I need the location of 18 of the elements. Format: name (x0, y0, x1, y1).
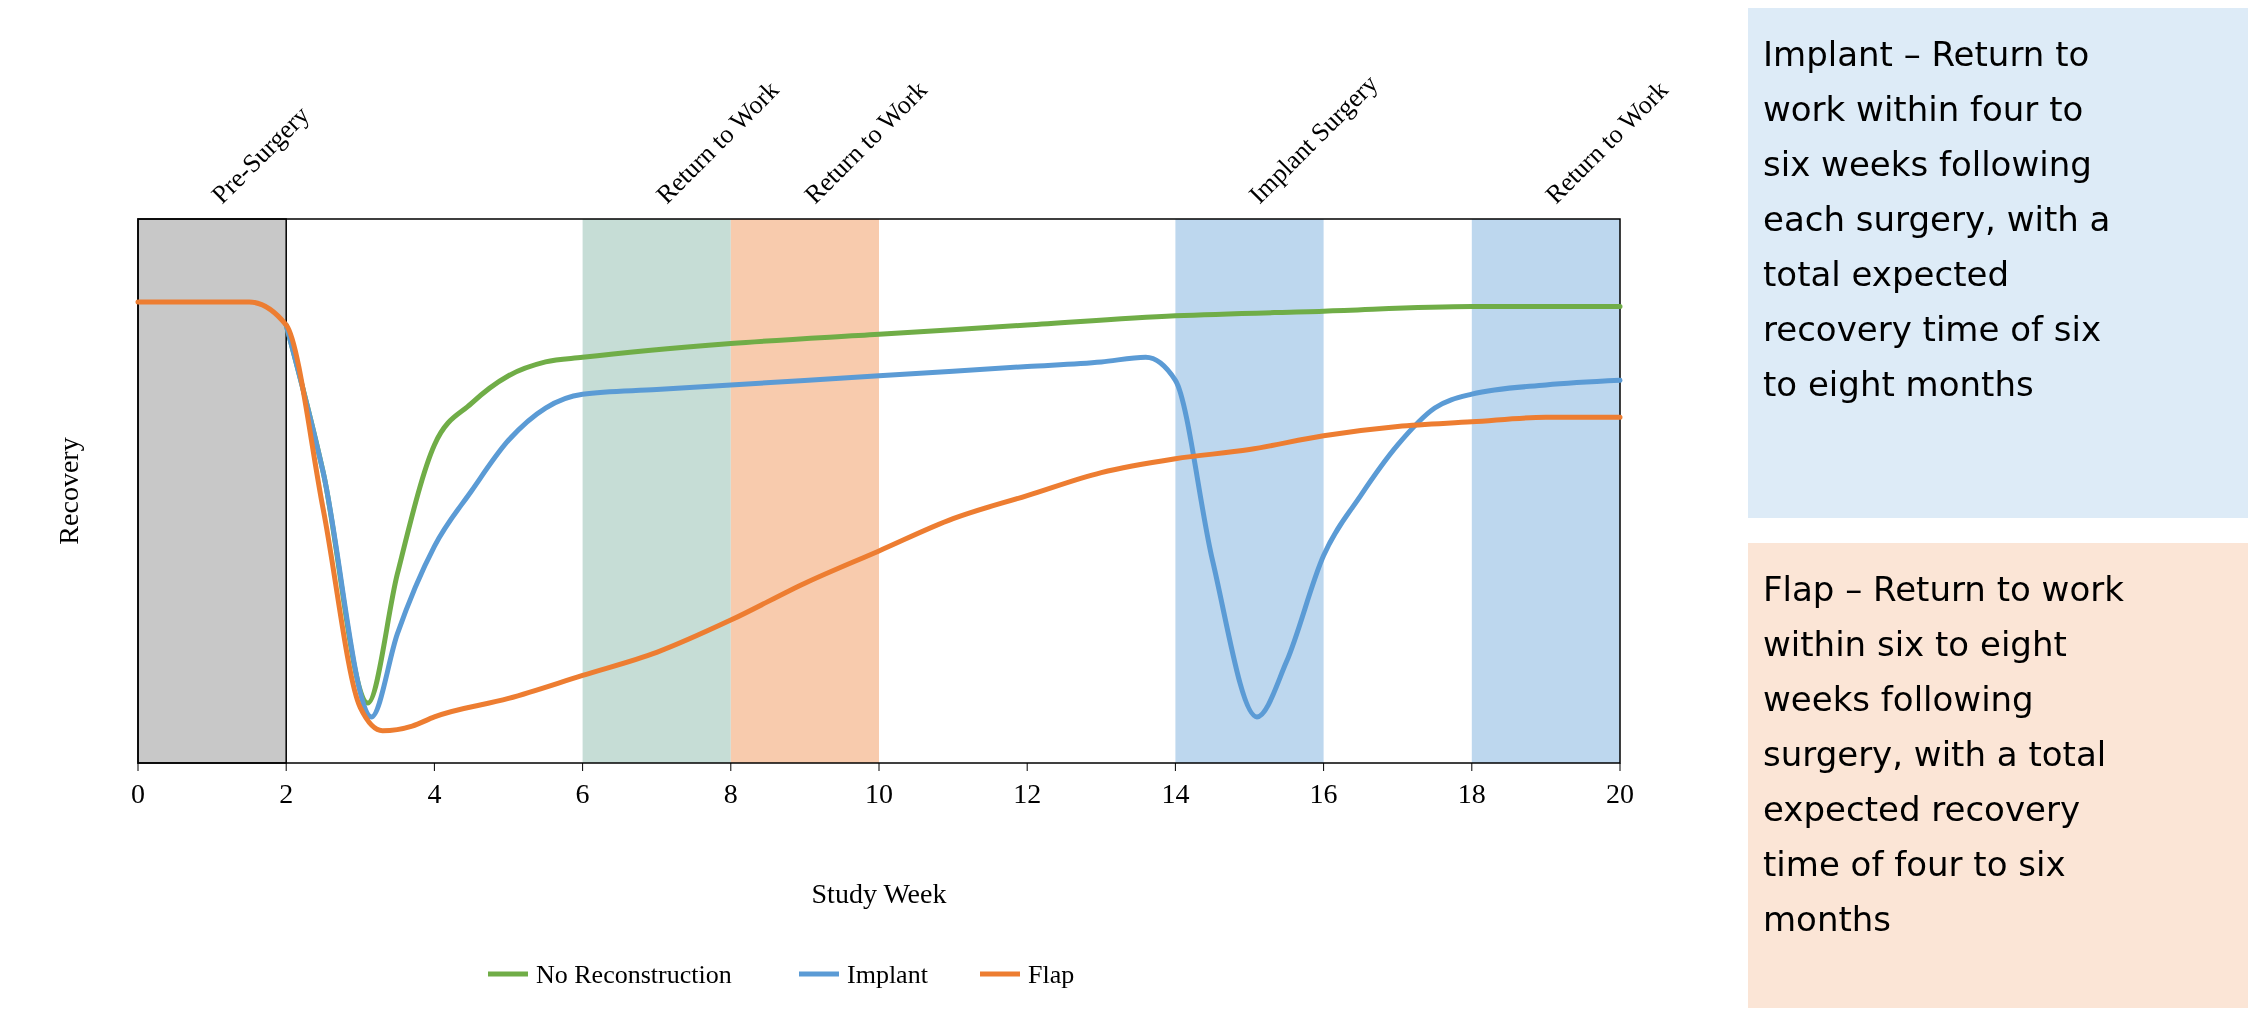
legend-label: Flap (1028, 960, 1075, 989)
x-tick-label: 6 (575, 778, 590, 809)
legend-label: No Reconstruction (536, 960, 732, 989)
text: Flap – Return to work within six to eight weeks following surgery, with a total expected recovery time of four to six months (1763, 569, 2125, 939)
x-axis-title: Study Week (811, 878, 947, 909)
x-tick-label: 14 (1161, 778, 1190, 809)
x-tick-label: 20 (1606, 778, 1634, 809)
y-axis-title: Recovery (53, 437, 84, 545)
x-tick-label: 0 (131, 778, 145, 809)
x-tick-label: 10 (865, 778, 893, 809)
text: Implant – Return to work within four to six weeks following each surgery, with a total expected recovery time of six to eight months (1763, 34, 2111, 404)
x-tick-label: 16 (1309, 778, 1338, 809)
x-tick-label: 18 (1457, 778, 1486, 809)
x-tick-label: 4 (427, 778, 442, 809)
x-tick-label: 8 (723, 778, 738, 809)
legend-label: Implant (847, 960, 929, 989)
x-tick-label: 2 (279, 778, 294, 809)
x-tick-label: 12 (1013, 778, 1042, 809)
